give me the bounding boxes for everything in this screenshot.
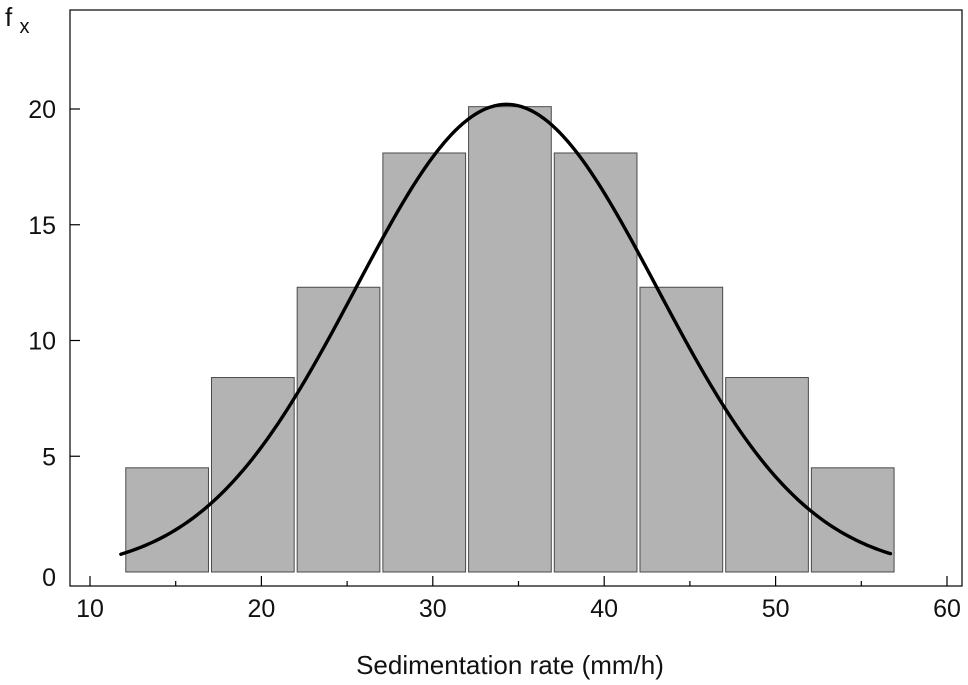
x-tick-label-40: 40	[590, 595, 618, 623]
y-tick-label-10: 10	[28, 328, 56, 356]
bar-8	[725, 377, 809, 573]
bar-4	[382, 152, 467, 573]
plot-frame	[69, 9, 963, 587]
bar-3	[296, 286, 381, 573]
y-axis-label-subscript: x	[19, 16, 29, 38]
x-tick-label-30: 30	[419, 595, 447, 623]
bar-1	[125, 467, 209, 573]
y-tick-label-15: 15	[28, 212, 56, 240]
y-axis-label: f x	[5, 2, 29, 38]
bar-2	[210, 377, 295, 573]
x-tick-label-10: 10	[76, 595, 104, 623]
bar-5	[468, 106, 552, 573]
bar-9	[810, 467, 895, 573]
y-tick-label-20: 20	[28, 96, 56, 124]
y-tick-label-5: 5	[42, 443, 56, 471]
x-axis-label: Sedimentation rate (mm/h)	[356, 650, 664, 680]
y-axis-label-main: f	[5, 2, 13, 32]
x-tick-label-20: 20	[247, 595, 275, 623]
x-tick-label-60: 60	[933, 595, 961, 623]
x-tick-label-50: 50	[762, 595, 790, 623]
x-axis: 10 20 30 40 50 60	[76, 576, 961, 623]
bar-6	[553, 152, 638, 573]
y-axis: 0 5 10 15 20	[28, 96, 80, 592]
normal-fit-curve	[119, 102, 893, 556]
bars-group	[125, 106, 895, 573]
y-tick-label-0: 0	[42, 564, 56, 592]
